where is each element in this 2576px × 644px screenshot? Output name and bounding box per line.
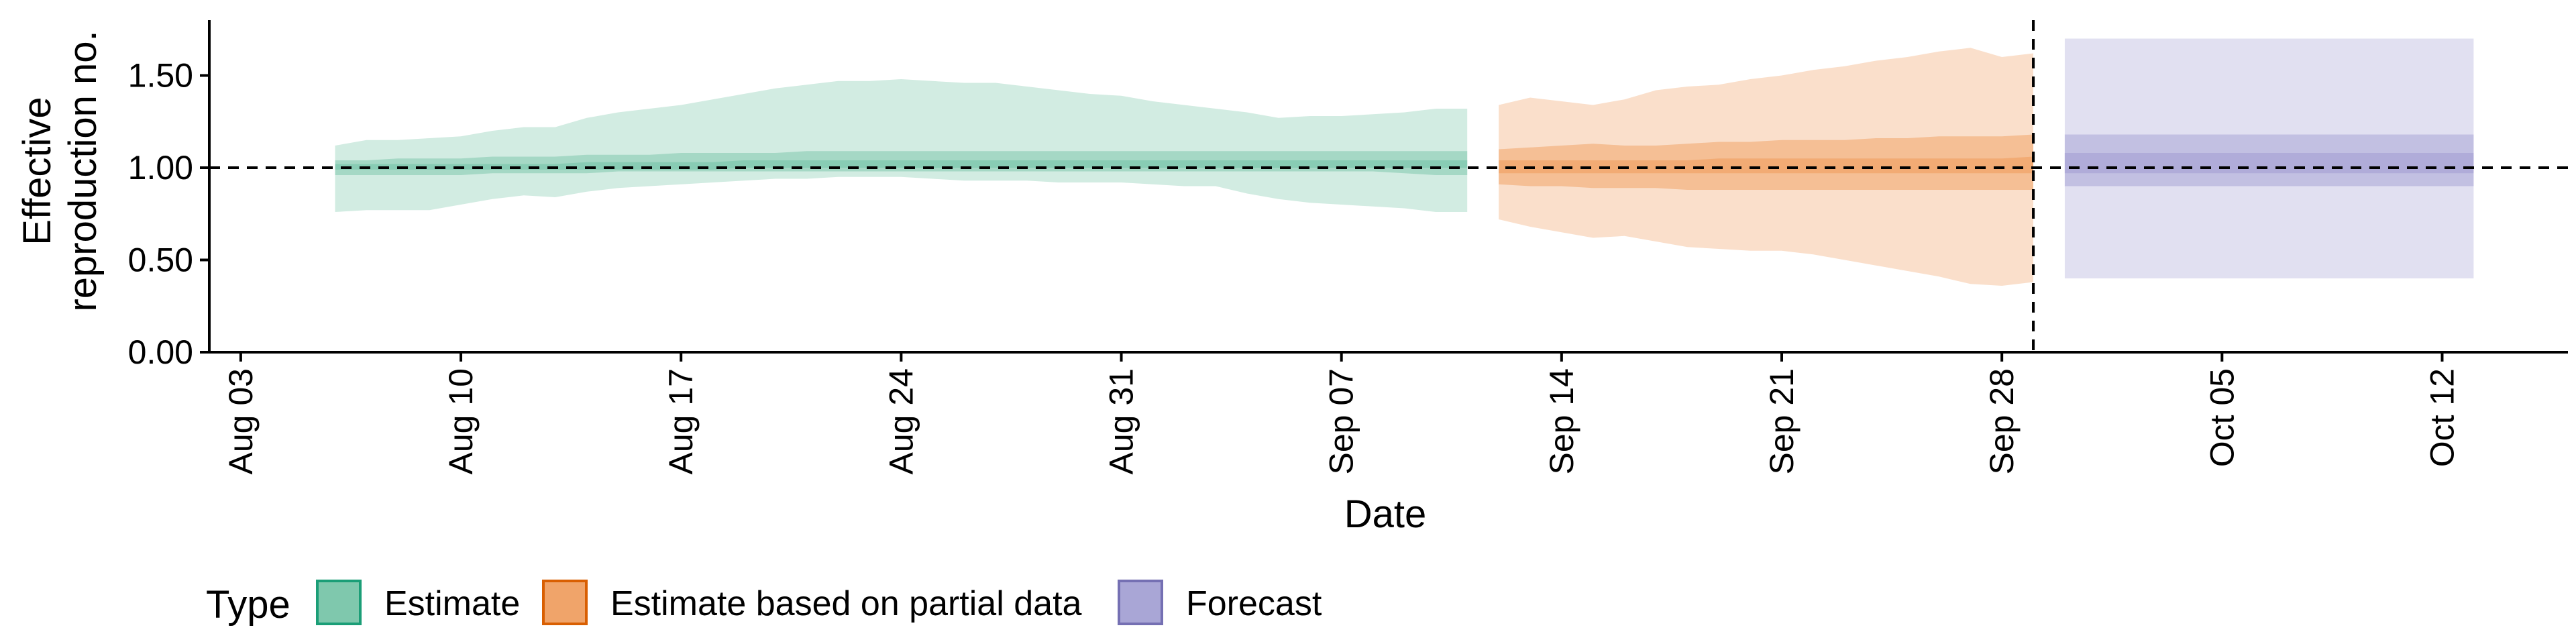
x-tick-label: Oct 05 <box>2203 368 2241 467</box>
x-tick-label: Aug 24 <box>882 368 920 474</box>
legend: Type Estimate Estimate based on partial d… <box>206 580 1322 627</box>
x-tick-label: Aug 31 <box>1103 368 1140 474</box>
x-tick-label: Sep 14 <box>1543 368 1580 474</box>
series-estimate-based-on-partial-data <box>1499 48 2033 286</box>
estimate-band-90 <box>335 79 1468 212</box>
x-axis-ticks: Aug 03 Aug 10 Aug 17 Aug 24 Aug 31 Sep 07 Sep … <box>222 352 2461 474</box>
legend-label-estimate-based-on-partial-data: Estimate based on partial data <box>610 584 1082 623</box>
y-axis-title-line2: reproduction no. <box>61 30 105 311</box>
legend-key-forecast <box>1118 580 1163 625</box>
legend-label-estimate: Estimate <box>384 584 520 623</box>
legend-label-forecast: Forecast <box>1186 584 1322 623</box>
estimate-band-20 <box>335 160 1468 170</box>
x-tick-label: Sep 21 <box>1763 368 1801 474</box>
y-tick-label: 0.00 <box>128 333 193 371</box>
x-tick-label: Aug 10 <box>442 368 480 474</box>
x-tick-label: Aug 17 <box>662 368 700 474</box>
y-tick-label: 1.00 <box>128 149 193 186</box>
y-axis-title-line1: Effective <box>15 97 59 245</box>
legend-title: Type <box>206 583 290 627</box>
legend-key-estimate-based-on-partial-data <box>542 580 588 625</box>
x-tick-label: Aug 03 <box>222 368 260 474</box>
forecast-band-20 <box>2064 153 2474 174</box>
y-tick-label: 0.50 <box>128 241 193 279</box>
series-forecast <box>2064 38 2474 278</box>
x-tick-label: Oct 12 <box>2424 368 2461 467</box>
ribbon-bands <box>335 38 2474 286</box>
x-tick-label: Sep 07 <box>1323 368 1360 474</box>
x-axis-title: Date <box>1344 492 1427 536</box>
legend-key-estimate <box>316 580 362 625</box>
estimate-based-on-partial-data-band-20 <box>1499 156 2033 174</box>
y-tick-label: 1.50 <box>128 57 193 95</box>
x-tick-label: Sep 28 <box>1983 368 2021 474</box>
series-estimate <box>335 79 1468 212</box>
y-axis-ticks: 0.00 0.50 1.00 1.50 <box>128 57 209 371</box>
